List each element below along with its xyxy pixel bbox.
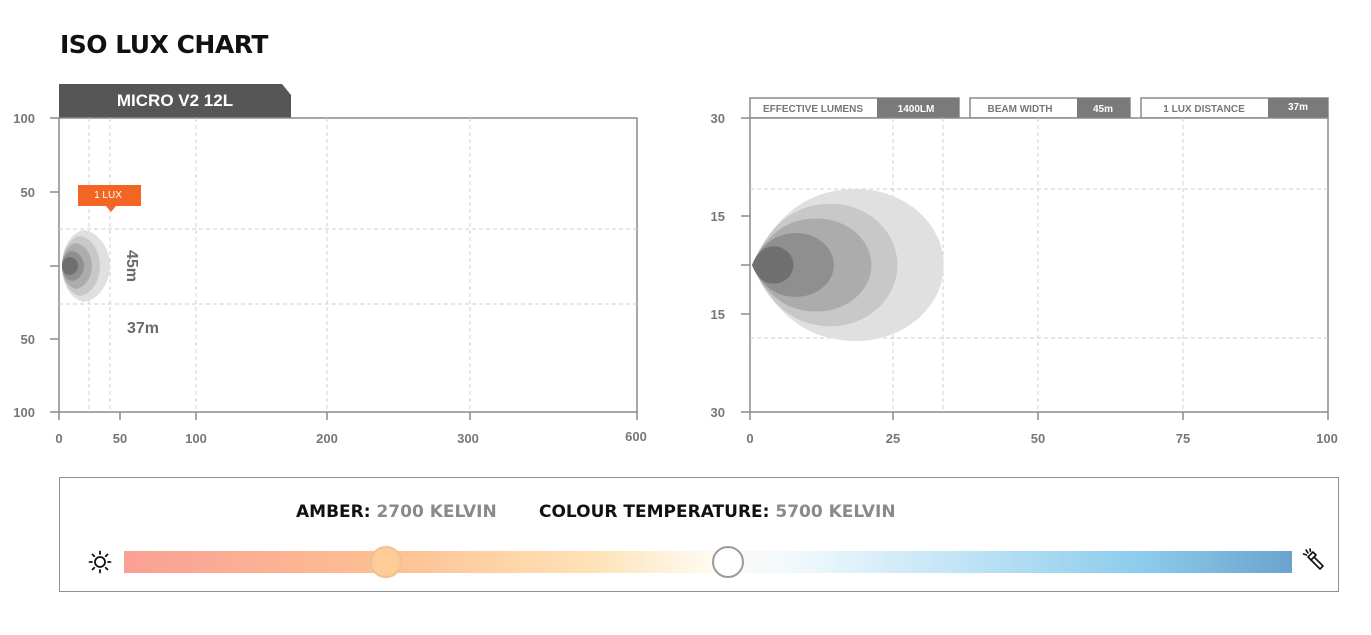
left-x-tick: 100 [185, 431, 207, 446]
stat-boxes: EFFECTIVE LUMENS 1400LM BEAM WIDTH 45m 1… [749, 97, 1329, 119]
left-y-tick: 100 [13, 111, 35, 126]
right-y-ticks: 30 15 15 30 [711, 111, 725, 420]
right-chart: EFFECTIVE LUMENS 1400LM BEAM WIDTH 45m 1… [711, 97, 1338, 446]
colour-temperature-label: COLOUR TEMPERATURE: 5700 KELVIN [539, 502, 896, 522]
stat-label: EFFECTIVE LUMENS [763, 104, 863, 115]
amber-knob[interactable] [370, 546, 402, 578]
lux-callout-label: 1 LUX [94, 190, 122, 201]
right-y-tick: 15 [711, 307, 725, 322]
right-x-ticks: 0 25 50 75 100 [746, 431, 1337, 446]
left-x-tick: 0 [55, 431, 62, 446]
stat-value: 45m [1093, 104, 1113, 115]
right-y-tick: 15 [711, 209, 725, 224]
right-x-tick: 100 [1316, 431, 1338, 446]
right-beam-contours [752, 189, 944, 341]
right-y-tick: 30 [711, 111, 725, 126]
lux-callout: 1 LUX [78, 185, 141, 212]
left-x-tick: 300 [457, 431, 479, 446]
left-chart: MICRO V2 12L 1 LUX 45m 37m [13, 84, 647, 446]
left-x-tick: 600 [625, 429, 647, 444]
left-plot-area [58, 117, 638, 413]
right-x-tick: 25 [886, 431, 900, 446]
left-tick-marks [50, 117, 638, 420]
left-y-tick: 50 [21, 185, 35, 200]
white-knob[interactable] [712, 546, 744, 578]
right-x-tick: 75 [1176, 431, 1190, 446]
stat-value: 37m [1288, 102, 1308, 113]
colour-temperature-panel: AMBER: 2700 KELVIN COLOUR TEMPERATURE: 5… [59, 477, 1339, 592]
model-tab-label: MICRO V2 12L [117, 91, 233, 110]
flashlight-icon [1302, 548, 1324, 570]
left-contour-5 [62, 257, 78, 275]
lux-distance-annotation: 37m [127, 320, 159, 337]
left-x-tick: 200 [316, 431, 338, 446]
stat-label: BEAM WIDTH [988, 104, 1053, 115]
stat-label: 1 LUX DISTANCE [1163, 104, 1245, 115]
left-y-tick: 100 [13, 405, 35, 420]
right-x-tick: 50 [1031, 431, 1045, 446]
model-tab[interactable] [59, 84, 291, 118]
beam-width-annotation: 45m [123, 250, 140, 282]
page-title: ISO LUX CHART [60, 30, 268, 59]
colour-temperature-value: 5700 KELVIN [775, 502, 896, 522]
right-grid [750, 118, 1328, 412]
left-x-ticks: 0 50 100 200 300 600 [55, 429, 646, 446]
left-y-ticks: 100 50 50 100 [13, 111, 35, 420]
left-beam-contours [62, 230, 110, 302]
iso-lux-charts: MICRO V2 12L 1 LUX 45m 37m [13, 84, 1338, 446]
right-y-tick: 30 [711, 405, 725, 420]
right-x-tick: 0 [746, 431, 753, 446]
amber-label: AMBER: 2700 KELVIN [296, 502, 497, 522]
stat-value: 1400LM [898, 104, 935, 115]
amber-value: 2700 KELVIN [376, 502, 497, 522]
right-contour-5 [752, 246, 794, 284]
left-y-tick: 50 [21, 332, 35, 347]
right-tick-marks [741, 117, 1329, 420]
left-x-tick: 50 [113, 431, 127, 446]
colour-temperature-slider[interactable] [124, 551, 1292, 573]
sun-icon [88, 550, 112, 574]
